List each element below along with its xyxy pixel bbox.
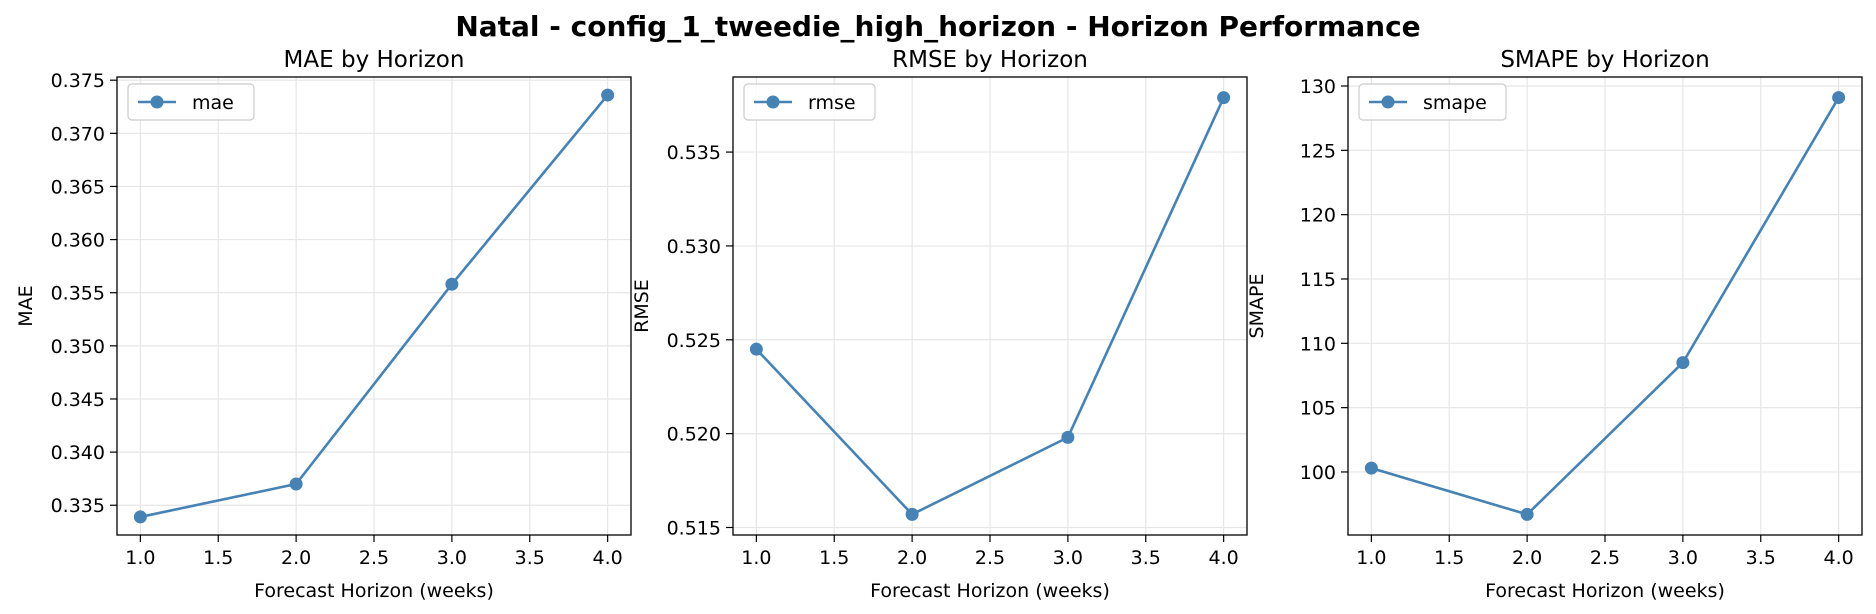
- x-axis-label: Forecast Horizon (weeks): [254, 580, 494, 602]
- y-tick-label: 0.520: [667, 424, 721, 446]
- y-tick-label: 0.335: [51, 495, 105, 517]
- data-point-mae: [445, 277, 459, 291]
- x-tick-label: 3.5: [1746, 547, 1776, 569]
- y-tick-label: 0.525: [667, 330, 721, 352]
- legend-label: smape: [1423, 92, 1487, 114]
- y-tick-label: 125: [1300, 140, 1336, 162]
- y-tick-label: 115: [1300, 269, 1336, 291]
- x-tick-label: 4.0: [593, 547, 623, 569]
- legend-marker: [150, 95, 164, 109]
- x-tick-label: 3.0: [437, 547, 467, 569]
- data-point-rmse: [749, 342, 763, 356]
- legend-label: rmse: [808, 92, 856, 114]
- y-tick-label: 0.340: [51, 442, 105, 464]
- y-tick-label: 0.350: [51, 336, 105, 358]
- x-tick-label: 1.5: [1434, 547, 1464, 569]
- data-point-smape: [1832, 91, 1846, 105]
- panel-rmse: 1.0 1.5 2.0 2.5 3.0 3.5 4.0 0.515 0.520 0.525 0.53…: [631, 47, 1248, 602]
- x-tick-label: 2.0: [897, 547, 927, 569]
- y-axis-label: SMAPE: [1246, 274, 1268, 339]
- y-tick-label: 0.345: [51, 389, 105, 411]
- x-axis-label: Forecast Horizon (weeks): [1485, 580, 1725, 602]
- y-axis-label: RMSE: [631, 279, 653, 333]
- x-tick-label: 2.5: [1590, 547, 1620, 569]
- y-tick-label: 0.530: [667, 236, 721, 258]
- y-tick-label: 0.355: [51, 283, 105, 305]
- legend-marker: [766, 95, 780, 109]
- x-tick-label: 2.5: [359, 547, 389, 569]
- legend-box: [1358, 83, 1507, 121]
- x-tick-label: 4.0: [1824, 547, 1854, 569]
- x-tick-label: 2.0: [281, 547, 311, 569]
- x-tick-label: 1.5: [203, 547, 233, 569]
- x-tick-label: 1.0: [125, 547, 155, 569]
- legend-box: [743, 83, 876, 121]
- data-point-smape: [1676, 356, 1690, 370]
- data-point-rmse: [1217, 91, 1231, 105]
- y-tick-label: 110: [1300, 333, 1336, 355]
- x-tick-label: 3.0: [1668, 547, 1698, 569]
- x-tick-label: 3.5: [515, 547, 545, 569]
- data-point-smape: [1364, 461, 1378, 475]
- x-tick-label: 1.0: [741, 547, 771, 569]
- y-tick-label: 0.515: [667, 517, 721, 539]
- y-tick-label: 100: [1300, 462, 1336, 484]
- y-tick-label: 0.535: [667, 142, 721, 164]
- x-tick-label: 4.0: [1209, 547, 1239, 569]
- data-point-mae: [601, 88, 615, 102]
- y-tick-label: 0.365: [51, 176, 105, 198]
- data-point-rmse: [1061, 430, 1075, 444]
- legend-marker: [1381, 95, 1395, 109]
- series-line-mae: [140, 94, 609, 519]
- x-tick-label: 1.5: [819, 547, 849, 569]
- panel-smape: 1.0 1.5 2.0 2.5 3.0 3.5 4.0 100 105 110 115 120 125 1…: [1246, 47, 1863, 602]
- x-tick-label: 3.5: [1131, 547, 1161, 569]
- data-point-rmse: [905, 507, 919, 521]
- y-tick-label: 0.375: [51, 70, 105, 92]
- panel-title: RMSE by Horizon: [892, 47, 1088, 73]
- y-axis-label: MAE: [15, 285, 37, 326]
- data-point-smape: [1520, 507, 1534, 521]
- y-tick-label: 0.370: [51, 123, 105, 145]
- data-point-mae: [289, 477, 303, 491]
- panel-title: MAE by Horizon: [284, 47, 465, 73]
- series-line-rmse: [755, 97, 1225, 516]
- x-tick-label: 2.5: [975, 547, 1005, 569]
- y-tick-label: 120: [1300, 205, 1336, 227]
- x-tick-label: 2.0: [1512, 547, 1542, 569]
- figure-title: Natal - config_1_tweedie_high_horizon - …: [455, 10, 1420, 43]
- legend-box: [127, 83, 255, 121]
- series-line-smape: [1370, 96, 1840, 516]
- y-tick-label: 105: [1300, 398, 1336, 420]
- x-tick-label: 3.0: [1053, 547, 1083, 569]
- panel-mae: 1.0 1.5 2.0 2.5 3.0 3.5 4.0 0.335 0.340 0.345 0.35…: [15, 47, 632, 602]
- x-axis-label: Forecast Horizon (weeks): [870, 580, 1110, 602]
- data-point-mae: [133, 510, 147, 524]
- x-tick-label: 1.0: [1356, 547, 1386, 569]
- panel-title: SMAPE by Horizon: [1500, 47, 1709, 73]
- legend-label: mae: [192, 92, 234, 114]
- y-tick-label: 130: [1300, 76, 1336, 98]
- y-tick-label: 0.360: [51, 230, 105, 252]
